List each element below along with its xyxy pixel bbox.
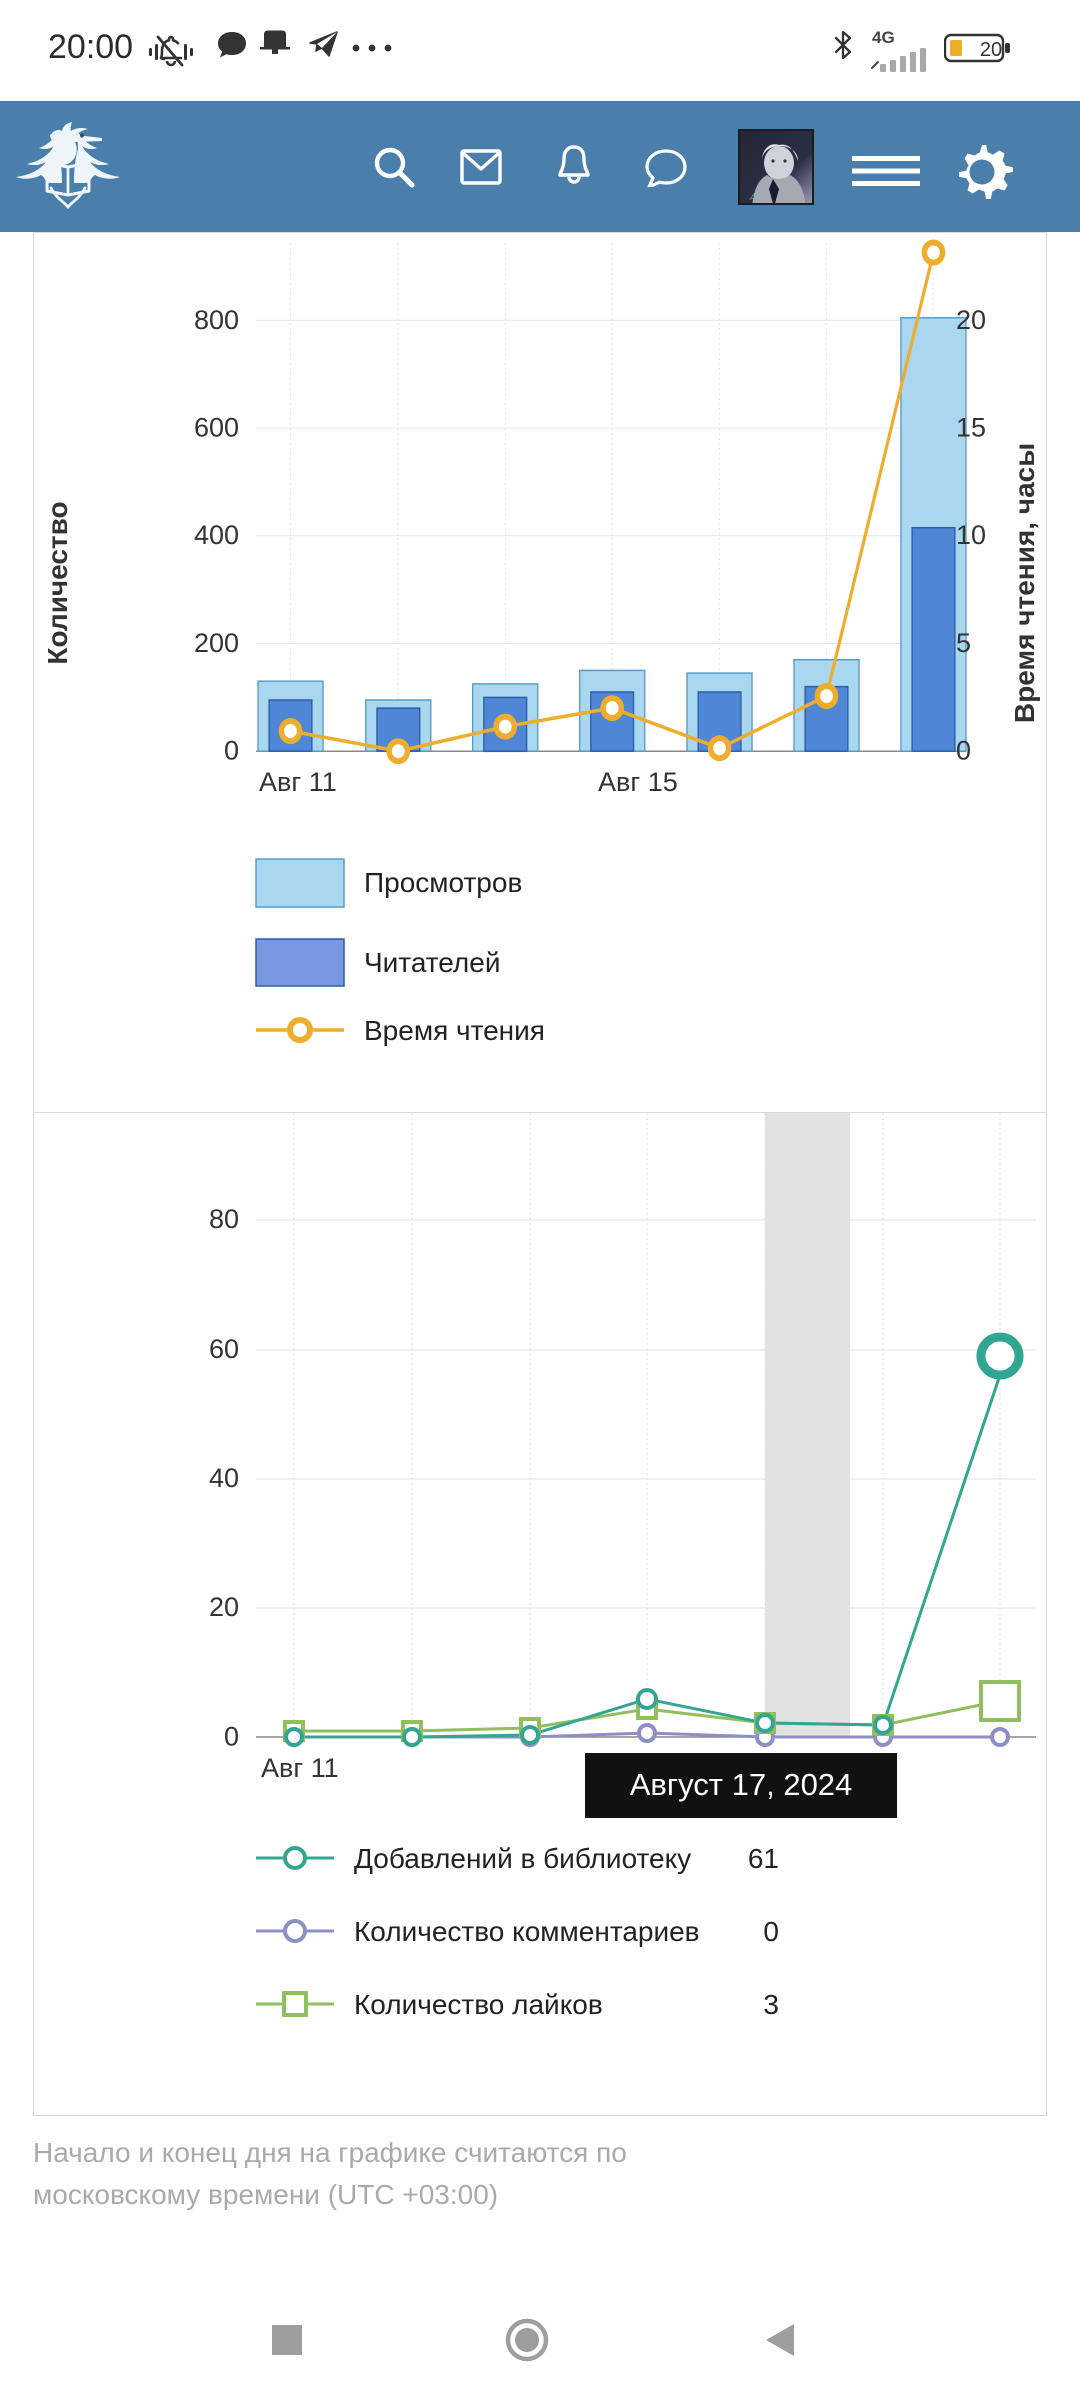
svg-text:Количество лайков: Количество лайков — [354, 1989, 603, 2020]
svg-text:60: 60 — [209, 1334, 239, 1364]
svg-text:40: 40 — [209, 1463, 239, 1493]
svg-text:Авг 11: Авг 11 — [259, 767, 337, 797]
svg-text:5: 5 — [956, 628, 971, 658]
svg-text:20: 20 — [209, 1592, 239, 1622]
svg-text:0: 0 — [956, 736, 971, 766]
svg-text:3: 3 — [763, 1989, 779, 2020]
svg-text:0: 0 — [224, 1722, 239, 1752]
svg-text:600: 600 — [194, 413, 239, 443]
svg-text:0: 0 — [763, 1916, 779, 1947]
svg-text:15: 15 — [956, 413, 986, 443]
svg-text:Добавлений в библиотеку: Добавлений в библиотеку — [354, 1843, 691, 1874]
svg-text:200: 200 — [194, 628, 239, 658]
svg-text:Авг 11: Авг 11 — [261, 1753, 339, 1783]
svg-text:Время чтения: Время чтения — [364, 1015, 545, 1046]
svg-text:20: 20 — [956, 305, 986, 335]
svg-text:Август 17, 2024: Август 17, 2024 — [630, 1767, 853, 1802]
svg-text:800: 800 — [194, 305, 239, 335]
svg-text:Количество: Количество — [42, 501, 73, 664]
svg-text:Просмотров: Просмотров — [364, 867, 522, 898]
svg-text:0: 0 — [224, 736, 239, 766]
svg-text:Количество комментариев: Количество комментариев — [354, 1916, 700, 1947]
svg-text:Читателей: Читателей — [364, 947, 500, 978]
svg-text:20: 20 — [980, 39, 1002, 61]
svg-text:80: 80 — [209, 1204, 239, 1234]
svg-text:10: 10 — [956, 520, 986, 550]
svg-text:61: 61 — [748, 1843, 779, 1874]
svg-text:Авг 15: Авг 15 — [598, 767, 678, 797]
svg-text:Время чтения, часы: Время чтения, часы — [1009, 443, 1040, 723]
svg-text:400: 400 — [194, 520, 239, 550]
